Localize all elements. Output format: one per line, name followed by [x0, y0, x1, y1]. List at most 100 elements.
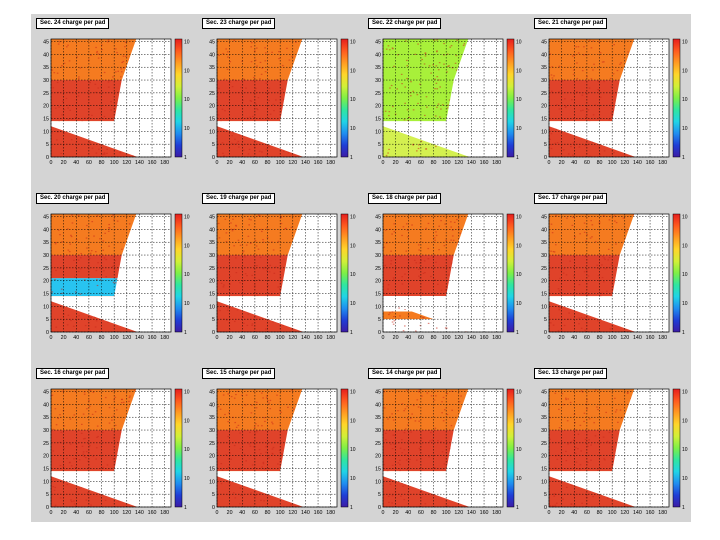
pad-speckle: [611, 281, 613, 284]
pad-speckle: [78, 315, 80, 317]
pad-speckle: [75, 239, 78, 241]
pad-speckle: [265, 451, 267, 453]
x-tick-label: 180: [492, 335, 501, 341]
pad-speckle: [392, 323, 395, 325]
z-tick-label: 10: [682, 126, 688, 132]
pad-speckle: [550, 223, 553, 225]
x-tick-label: 80: [99, 160, 105, 166]
pad-speckle: [271, 423, 274, 425]
pad-speckle: [78, 459, 81, 461]
pad-speckle: [385, 439, 387, 441]
pad-speckle: [567, 443, 569, 445]
pad-speckle: [95, 152, 98, 154]
pad-speckle: [585, 240, 587, 242]
pad-speckle: [624, 153, 626, 155]
pad-speckle: [95, 46, 97, 49]
pad-speckle: [264, 52, 267, 54]
pad-speckle: [611, 103, 614, 105]
pad-speckle: [446, 413, 449, 416]
y-tick-label: 20: [43, 279, 49, 285]
pad-speckle: [403, 498, 406, 501]
pad-speckle: [101, 494, 103, 496]
pad-speckle: [405, 250, 408, 252]
plot-frame: [548, 388, 670, 508]
pad-speckle: [61, 114, 63, 116]
pad-speckle: [402, 226, 405, 228]
pad-speckle: [401, 283, 404, 285]
y-tick-label: 5: [212, 317, 215, 323]
pad-speckle: [273, 110, 275, 112]
pad-speckle: [67, 107, 69, 109]
z-tick-label: 10: [350, 214, 356, 220]
plot-frame: [382, 213, 504, 333]
pad-speckle: [601, 292, 604, 294]
pad-speckle: [102, 240, 105, 242]
z-tick-label: 1: [682, 330, 685, 336]
pad-speckle: [260, 73, 263, 75]
pad-speckle: [615, 221, 618, 224]
pad-speckle: [84, 324, 87, 327]
pad-speckle: [393, 443, 395, 445]
pad-speckle: [263, 468, 266, 470]
pad-speckle: [220, 282, 223, 284]
pad-speckle: [272, 446, 275, 449]
pad-speckle: [558, 65, 561, 67]
pad-speckle: [108, 223, 110, 226]
pad-speckle: [385, 242, 388, 244]
pad-speckle: [423, 317, 425, 319]
pad-speckle: [390, 250, 392, 252]
pad-speckle: [582, 109, 584, 111]
pad-speckle: [384, 432, 387, 434]
pad-speckle: [279, 288, 281, 290]
pad-speckle: [221, 108, 224, 110]
pad-speckle: [613, 44, 615, 46]
pad-speckle: [244, 404, 247, 406]
pad-speckle: [418, 505, 421, 507]
pad-speckle: [114, 282, 117, 284]
pad-speckle: [624, 230, 627, 232]
pad-speckle: [388, 501, 390, 503]
pad-speckle: [115, 278, 117, 280]
pad-speckle: [384, 229, 387, 231]
pad-speckle: [249, 445, 252, 447]
pad-speckle: [54, 107, 57, 109]
pad-speckle: [406, 229, 409, 231]
pad-speckle: [561, 393, 564, 395]
pad-speckle: [554, 142, 556, 144]
pad-speckle: [260, 452, 262, 455]
pad-speckle: [387, 288, 389, 290]
pad-speckle: [440, 441, 442, 443]
pad-speckle: [116, 220, 119, 222]
x-tick-label: 40: [405, 510, 411, 516]
pad-speckle: [620, 62, 623, 64]
pad-speckle: [387, 152, 389, 154]
sector-panel: 0 20 40 60 80 100 120 140 160 180 0 5 10 15 20 25 30 35 40…: [201, 368, 356, 533]
pad-speckle: [549, 505, 552, 507]
pad-speckle: [221, 142, 224, 144]
pad-speckle: [96, 436, 98, 439]
pad-speckle: [442, 396, 445, 399]
y-tick-label: 10: [209, 479, 215, 485]
pad-speckle: [86, 224, 88, 227]
x-tick-label: 40: [73, 160, 79, 166]
pad-speckle: [559, 291, 562, 293]
pad-speckle: [80, 252, 83, 255]
pad-speckle: [434, 395, 437, 397]
pad-speckle: [114, 260, 117, 262]
pad-speckle: [419, 449, 421, 451]
pad-speckle: [583, 420, 585, 423]
pad-speckle: [242, 250, 245, 252]
z-tick-label: 10: [350, 126, 356, 132]
pad-speckle: [267, 145, 270, 148]
pad-speckle: [580, 110, 582, 112]
pad-speckle: [273, 272, 276, 274]
pad-speckle: [265, 328, 267, 330]
pad-speckle: [67, 228, 69, 230]
pad-speckle: [433, 39, 436, 41]
pad-speckle: [564, 98, 566, 100]
pad-speckle: [74, 466, 77, 468]
pad-speckle: [576, 91, 578, 93]
pad-speckle: [432, 256, 435, 259]
pad-speckle: [558, 408, 560, 410]
pad-speckle: [408, 461, 411, 463]
